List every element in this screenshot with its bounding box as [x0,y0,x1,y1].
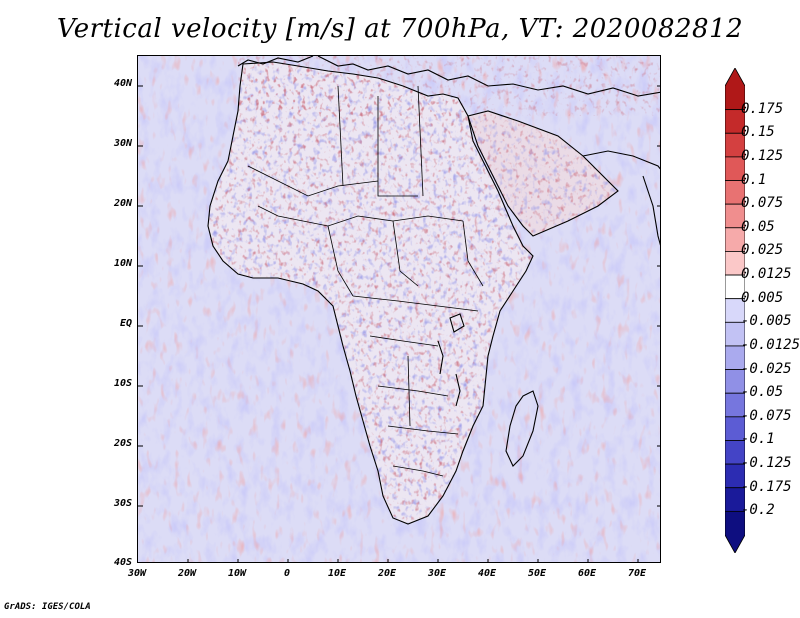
lat-label-eq: EQ [119,318,132,329]
colorbar-label: 0.05 [741,218,775,235]
lon-label-0: 0 [283,568,291,579]
colorbar-label: -0.025 [741,360,792,377]
map-title: Vertical velocity [m/s] at 700hPa, VT: 2… [56,14,744,44]
lon-label-10w: 10W [227,568,247,579]
colorbar-label: -0.2 [741,502,775,519]
vertical-velocity-field [138,56,660,562]
lon-label-30w: 30W [127,568,147,579]
colorbar-label: -0.1 [741,431,775,448]
lat-label-20s: 20S [113,438,132,449]
lat-label-10n: 10N [113,258,132,269]
colorbar-label: -0.125 [741,455,792,472]
colorbar-label: 0.075 [741,195,784,212]
map-panel [137,55,661,563]
lat-label-40s: 40S [113,557,132,568]
colorbar-label: -0.05 [741,384,784,401]
lon-label-40e: 40E [477,568,497,579]
colorbar-label: -0.175 [741,478,792,495]
colorbar-label: 0.0125 [741,266,792,283]
lat-label-40n: 40N [113,78,132,89]
colorbar-label: 0.175 [741,100,784,117]
lat-label-10s: 10S [113,378,132,389]
grads-credit: GrADS: IGES/COLA [4,602,91,612]
lon-label-20w: 20W [177,568,197,579]
lat-label-30s: 30S [113,498,132,509]
lat-label-30n: 30N [113,138,132,149]
colorbar-label: 0.005 [741,289,784,306]
colorbar [725,68,745,553]
colorbar-label: -0.0125 [741,336,800,353]
lon-label-20e: 20E [377,568,397,579]
lon-label-50e: 50E [527,568,547,579]
colorbar-label: -0.075 [741,407,792,424]
coastlines [207,56,660,525]
colorbar-label: -0.005 [741,313,792,330]
lon-label-10e: 10E [327,568,347,579]
colorbar-label: 0.15 [741,124,775,141]
colorbar-label: 0.125 [741,147,784,164]
axis-ticks [138,85,660,562]
colorbar-label: 0.025 [741,242,784,259]
lon-label-30e: 30E [427,568,447,579]
lat-label-20n: 20N [113,198,132,209]
colorbar-label: 0.1 [741,171,767,188]
colorbar-segment [725,510,745,553]
country-borders [247,85,484,477]
lon-label-60e: 60E [577,568,597,579]
lon-label-70e: 70E [627,568,647,579]
